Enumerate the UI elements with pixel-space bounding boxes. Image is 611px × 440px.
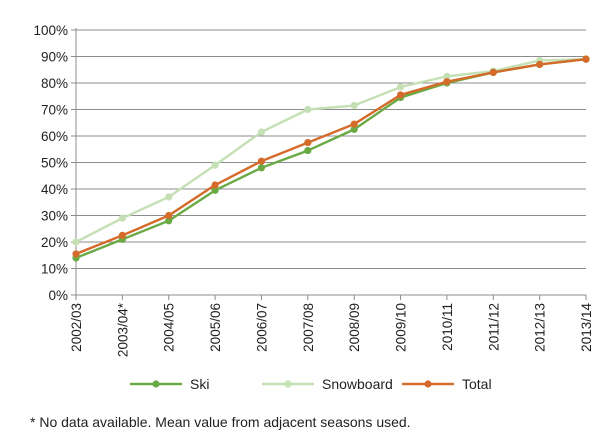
x-tick-label: 2003/04*	[115, 302, 130, 357]
ski-point	[165, 217, 173, 225]
total-point	[536, 60, 544, 69]
y-tick-label: 60%	[41, 129, 68, 144]
snowboard-point	[257, 128, 266, 136]
y-tick-label: 40%	[41, 182, 68, 197]
y-tick-label: 100%	[33, 23, 68, 38]
total-point	[211, 181, 219, 189]
snowboard-line	[75, 57, 587, 244]
total-point	[257, 157, 266, 165]
x-tick-labels: 2002/03 2003/04* 2004/05 2005/06 2006/07 2007…	[69, 302, 594, 357]
snowboard-point	[443, 72, 451, 80]
y-tick-label: 70%	[41, 103, 68, 118]
total-point	[350, 120, 358, 128]
series-total	[72, 55, 590, 258]
x-tick-label: 2007/08	[301, 303, 316, 352]
total-point	[304, 139, 312, 147]
legend-swatch-marker	[424, 380, 432, 388]
x-tick-label: 2006/07	[254, 303, 269, 352]
total-line	[75, 57, 587, 256]
snowboard-point	[396, 83, 405, 91]
footnote: * No data available. Mean value from adj…	[30, 414, 411, 430]
x-tick-label: 2004/05	[162, 303, 177, 352]
y-tick-label: 80%	[41, 76, 68, 91]
x-tick-label: 2009/10	[394, 303, 409, 352]
total-point	[118, 231, 126, 239]
total-point	[489, 68, 497, 76]
series-snowboard	[72, 55, 590, 246]
y-tick-label: 20%	[41, 235, 68, 250]
legend-label: Snowboard	[322, 376, 393, 392]
total-point	[582, 55, 590, 63]
x-tick-label: 2002/03	[69, 303, 84, 352]
series-lines	[72, 55, 590, 262]
y-tick-label: 50%	[41, 156, 68, 171]
legend-item-total: Total	[402, 376, 492, 392]
snowboard-point	[211, 161, 219, 169]
y-tick-label: 90%	[41, 50, 68, 65]
legend-item-snowboard: Snowboard	[262, 376, 393, 392]
ski-point	[211, 186, 219, 194]
ski-line	[75, 57, 587, 260]
legend: Ski Snowboard Total	[130, 376, 492, 392]
snowboard-point	[350, 101, 358, 110]
y-tick-label: 30%	[41, 209, 68, 224]
total-point	[443, 78, 451, 86]
total-point	[165, 211, 173, 220]
ski-point	[257, 164, 266, 172]
snowboard-point	[165, 193, 173, 201]
x-tick-label: 2012/13	[533, 303, 548, 352]
y-tick-labels: 0% 10% 20% 30% 40% 50% 60% 70% 80% 90% 100%	[33, 23, 68, 303]
x-tick-label: 2011/12	[486, 303, 501, 351]
total-point	[396, 91, 405, 99]
total-point	[72, 250, 80, 258]
x-tick-label: 2013/14	[579, 303, 594, 352]
snowboard-point	[118, 214, 126, 222]
legend-swatch-marker	[284, 380, 292, 388]
x-tick-label: 2005/06	[208, 303, 223, 352]
grid-lines	[71, 29, 587, 300]
snowboard-point	[304, 105, 312, 114]
legend-swatch-marker	[152, 380, 160, 388]
legend-item-ski: Ski	[130, 376, 209, 392]
x-tick-label: 2008/09	[347, 303, 362, 352]
legend-label: Total	[462, 376, 492, 392]
snowboard-point	[72, 238, 80, 246]
x-tick-label: 2010/11	[440, 303, 455, 351]
y-tick-label: 10%	[41, 262, 68, 277]
y-tick-label: 0%	[48, 288, 68, 303]
ski-point	[304, 146, 312, 155]
ski-point	[350, 125, 358, 133]
series-ski	[72, 55, 590, 262]
legend-label: Ski	[190, 376, 209, 392]
